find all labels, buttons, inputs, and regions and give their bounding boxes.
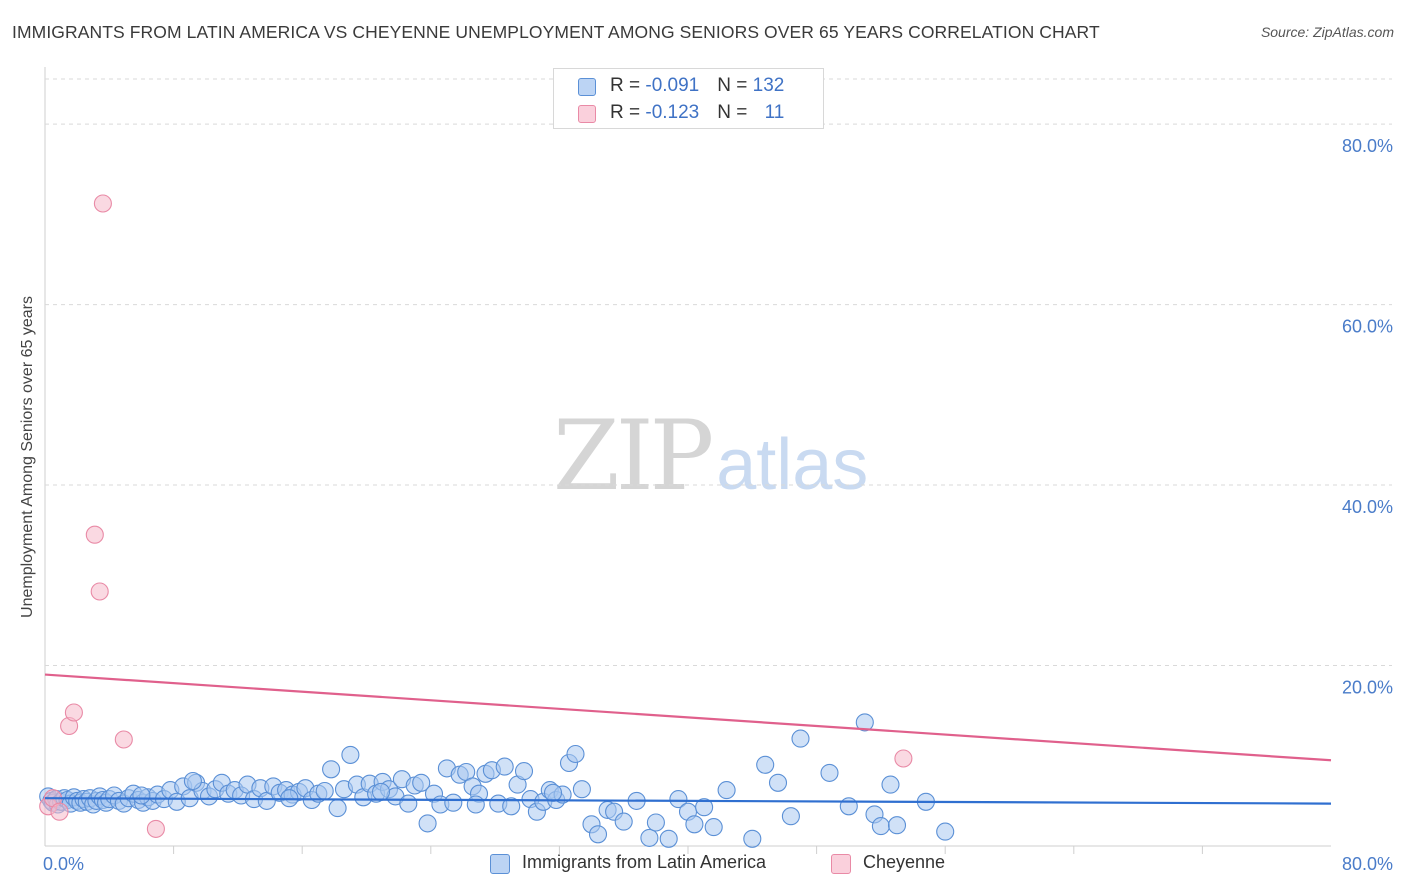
data-point-latin-america <box>717 781 736 800</box>
legend-r-label: R = <box>610 75 646 96</box>
data-point-latin-america <box>183 771 202 791</box>
data-point-latin-america <box>502 797 521 816</box>
legend-n-value: 132 <box>752 75 785 96</box>
data-point-latin-america <box>839 797 858 816</box>
data-point-latin-america <box>514 762 534 781</box>
bottom-legend-swatch-pink <box>831 854 851 874</box>
data-point-latin-america <box>646 813 665 832</box>
bottom-legend-label: Immigrants from Latin America <box>522 852 767 872</box>
data-point-latin-america <box>399 794 418 813</box>
y-tick-label: 60.0% <box>1342 317 1393 337</box>
data-point-latin-america <box>328 799 347 818</box>
data-point-cheyenne <box>93 194 112 213</box>
data-point-latin-america <box>695 798 714 817</box>
data-point-latin-america <box>881 775 900 794</box>
legend-swatch-pink <box>578 105 596 123</box>
legend-stats-cheyenne: R = -0.123 N = 11 <box>610 102 784 124</box>
data-point-cheyenne <box>894 749 913 768</box>
data-point-latin-america <box>444 793 463 812</box>
y-tick-label: 20.0% <box>1342 678 1393 698</box>
data-point-latin-america <box>566 744 585 764</box>
data-point-latin-america <box>315 781 334 801</box>
data-point-cheyenne <box>114 730 133 749</box>
legend-r-value: -0.091 <box>645 75 700 96</box>
data-point-cheyenne <box>85 525 104 544</box>
data-point-latin-america <box>659 829 678 848</box>
data-point-latin-america <box>756 755 775 774</box>
data-point-latin-america <box>791 729 810 748</box>
data-point-latin-america <box>768 773 788 792</box>
legend-n-label: N = <box>717 75 753 96</box>
data-point-latin-america <box>936 822 955 841</box>
data-point-latin-america <box>322 760 341 779</box>
data-point-latin-america <box>855 713 874 732</box>
data-point-latin-america <box>685 815 704 834</box>
data-point-latin-america <box>418 814 437 833</box>
chart-title: IMMIGRANTS FROM LATIN AMERICA VS CHEYENN… <box>12 22 1100 42</box>
data-point-latin-america <box>543 783 563 802</box>
data-point-latin-america <box>871 817 890 836</box>
data-point-latin-america <box>572 780 591 799</box>
data-point-latin-america <box>588 825 608 844</box>
legend-stats-latin-america: R = -0.091 N = 132 <box>610 75 784 97</box>
data-point-latin-america <box>132 786 151 805</box>
x-tick-label-min: 0.0% <box>43 854 84 874</box>
correlation-legend: R = -0.091 N = 132 R = -0.123 N = 11 <box>553 68 824 129</box>
data-point-latin-america <box>743 829 762 848</box>
data-point-latin-america <box>640 828 659 847</box>
trend-line-cheyenne <box>44 673 1332 762</box>
bottom-legend-label: Cheyenne <box>863 852 946 872</box>
legend-n-label: N = <box>717 102 753 123</box>
data-point-latin-america <box>341 745 360 764</box>
x-tick-label-max: 80.0% <box>1342 854 1393 874</box>
source-credit: Source: ZipAtlas.com <box>1260 24 1394 40</box>
bottom-legend-swatch-blue <box>490 854 510 874</box>
data-point-latin-america <box>495 757 514 776</box>
legend-r-label: R = <box>610 102 646 123</box>
data-point-latin-america <box>412 773 431 792</box>
data-point-cheyenne <box>146 819 165 838</box>
data-point-latin-america <box>781 807 800 826</box>
legend-swatch-blue <box>578 78 596 96</box>
data-point-latin-america <box>704 818 723 837</box>
data-point-cheyenne <box>90 582 109 601</box>
data-point-cheyenne <box>64 703 83 722</box>
data-point-latin-america <box>371 782 391 801</box>
legend-n-value: 11 <box>764 102 785 123</box>
y-tick-label: 80.0% <box>1342 136 1393 156</box>
data-point-latin-america <box>820 763 839 782</box>
data-point-latin-america <box>887 816 907 835</box>
data-point-latin-america <box>669 790 688 809</box>
legend-r-value: -0.123 <box>645 102 700 123</box>
y-tick-label: 40.0% <box>1342 497 1393 517</box>
trend-line-latin-america <box>44 797 1332 805</box>
data-point-cheyenne <box>50 802 69 821</box>
data-point-latin-america <box>614 812 633 831</box>
data-point-latin-america <box>466 795 485 814</box>
